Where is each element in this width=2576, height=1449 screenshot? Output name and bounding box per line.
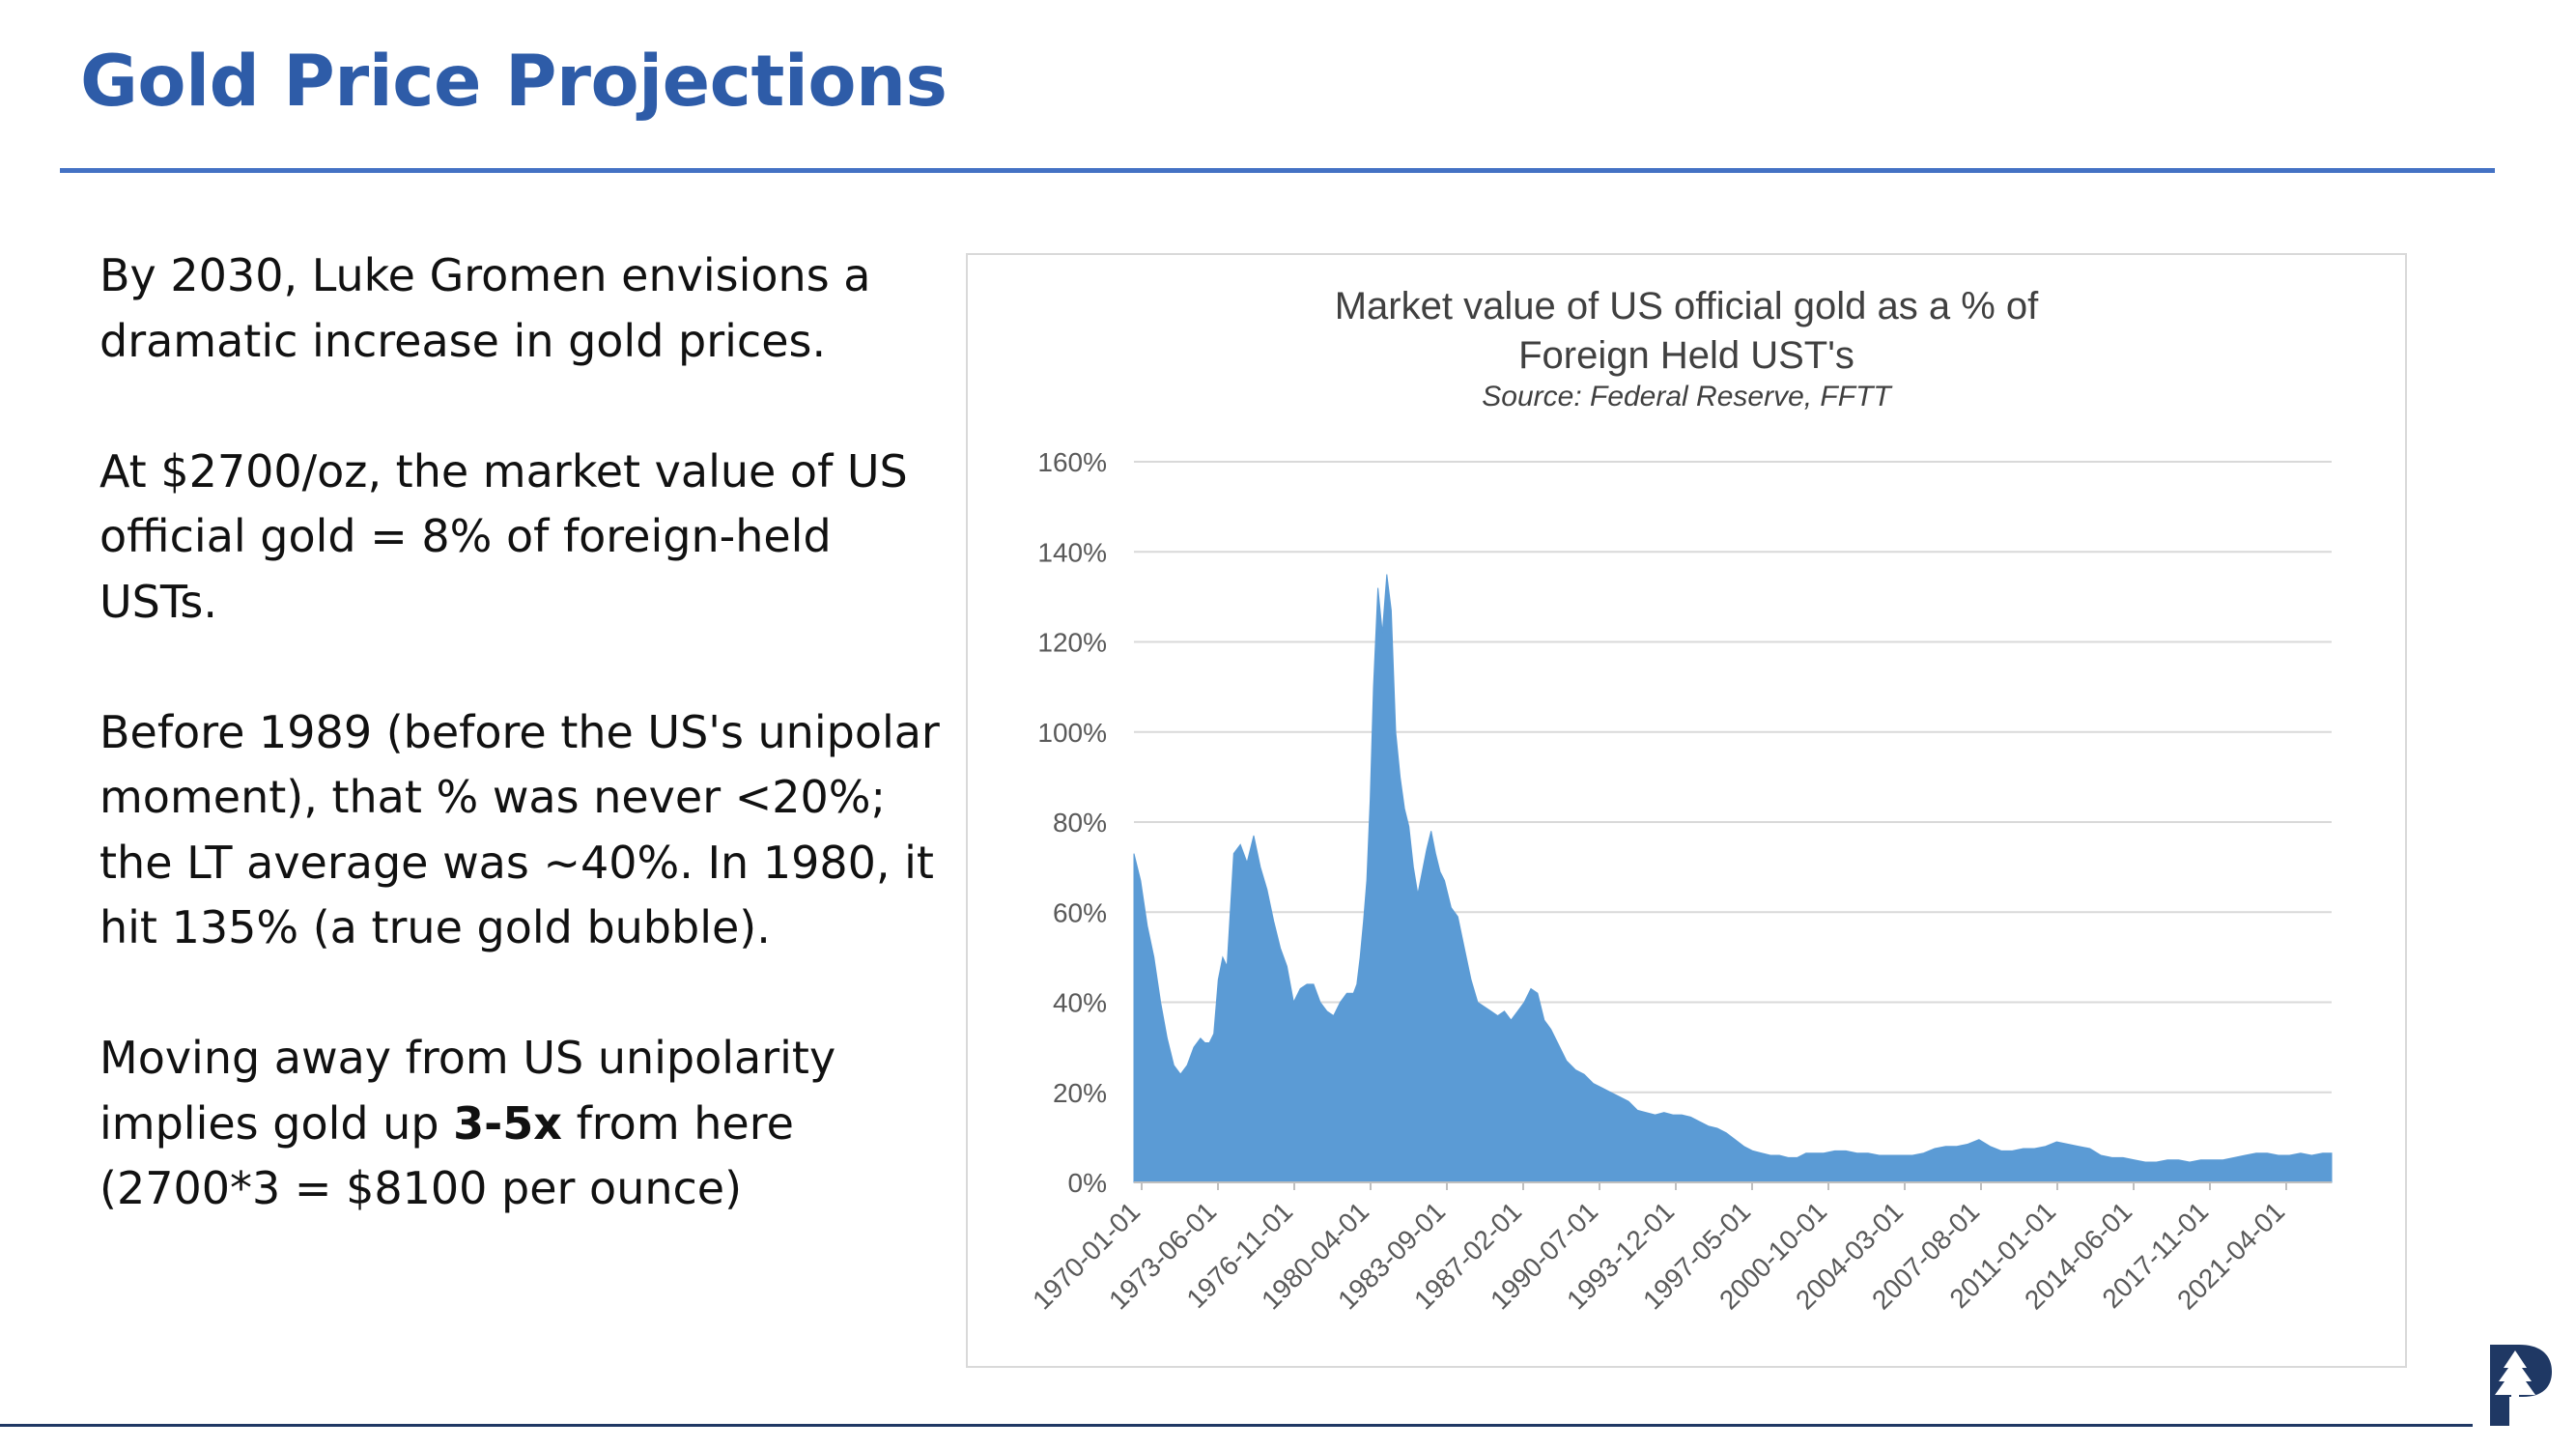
y-tick-label: 140% bbox=[1037, 537, 1107, 567]
y-tick-label: 40% bbox=[1053, 988, 1107, 1018]
body-text: By 2030, Luke Gromen envisions a dramati… bbox=[99, 243, 949, 1222]
area-series bbox=[1133, 574, 2333, 1183]
paragraph-conclusion: Moving away from US unipolarity implies … bbox=[99, 1026, 949, 1222]
paragraph-gromen-forecast: By 2030, Luke Gromen envisions a dramati… bbox=[99, 249, 871, 367]
slide-title: Gold Price Projections bbox=[80, 41, 948, 123]
y-tick-label: 20% bbox=[1053, 1078, 1107, 1108]
chart-source: Source: Federal Reserve, FFTT bbox=[1482, 381, 1891, 412]
chart-container: Market value of US official gold as a % … bbox=[966, 253, 2407, 1368]
paragraph-current-ratio: At $2700/oz, the market value of US offi… bbox=[99, 444, 908, 628]
conclusion-multiplier: 3-5x bbox=[453, 1096, 562, 1150]
pine-tree-p-logo-icon bbox=[2490, 1345, 2552, 1426]
y-tick-label: 120% bbox=[1037, 628, 1107, 658]
title-divider bbox=[60, 168, 2495, 173]
chart-title: Market value of US official gold as a % … bbox=[968, 282, 2405, 381]
y-tick-label: 60% bbox=[1053, 897, 1107, 927]
chart-plot: 0%20%40%60%80%100%120%140%160%1970-01-01… bbox=[1027, 447, 2333, 1316]
chart-title-line-2: Foreign Held UST's bbox=[1518, 334, 1854, 377]
chart-title-line-1: Market value of US official gold as a % … bbox=[1334, 285, 2039, 327]
y-tick-label: 100% bbox=[1037, 718, 1107, 748]
conclusion-text-end: from here (2700*3 = $8100 per ounce) bbox=[99, 1096, 794, 1215]
y-tick-label: 160% bbox=[1037, 447, 1107, 477]
paragraph-history: Before 1989 (before the US's unipolar mo… bbox=[99, 705, 940, 954]
footer-divider bbox=[0, 1424, 2473, 1427]
y-tick-label: 80% bbox=[1053, 808, 1107, 838]
y-tick-label: 0% bbox=[1068, 1168, 1107, 1198]
conclusion-text-start: Moving away from US unipolarity implies … bbox=[99, 1032, 836, 1150]
